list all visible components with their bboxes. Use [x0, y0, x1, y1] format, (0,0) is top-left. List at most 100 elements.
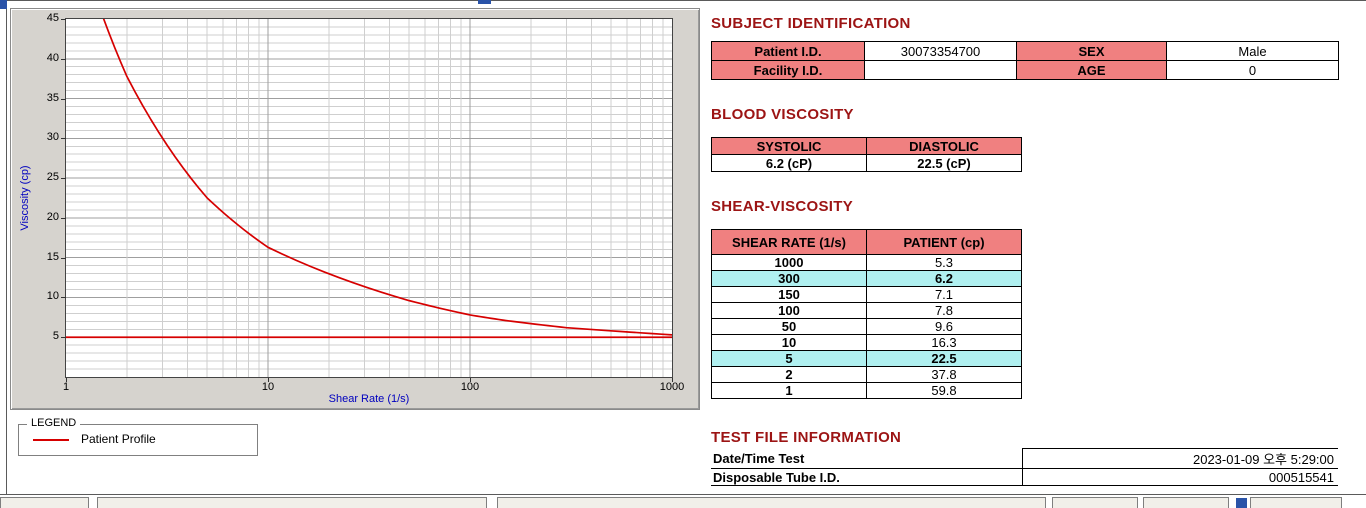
shear-table-row: 300 6.2: [711, 270, 1022, 287]
table-row: SYSTOLIC DIASTOLIC: [711, 137, 1022, 155]
facility-id-value: [864, 60, 1017, 80]
disposable-tube-id-label: Disposable Tube I.D.: [711, 468, 1022, 486]
patient-cp-cell: 5.3: [866, 254, 1022, 271]
taskbar-button-fragment[interactable]: [1143, 497, 1229, 508]
patient-cp-cell: 6.2: [866, 270, 1022, 287]
date-time-test-value: 2023-01-09 오후 5:29:00: [1021, 448, 1338, 469]
x-tick-mark: [66, 378, 67, 382]
patient-cp-cell: 59.8: [866, 382, 1022, 399]
window-top-border: [0, 0, 1366, 1]
table-header-row: SHEAR RATE (1/s) PATIENT (cp): [711, 229, 1022, 255]
y-tick-mark: [61, 19, 66, 20]
test-file-information-title: TEST FILE INFORMATION: [711, 429, 902, 446]
patient-cp-cell: 16.3: [866, 334, 1022, 351]
x-tick-mark: [268, 378, 269, 382]
facility-id-label: Facility I.D.: [711, 60, 865, 80]
test-file-information-table: Date/Time Test 2023-01-09 오후 5:29:00 Dis…: [711, 448, 1338, 486]
diastolic-value: 22.5 (cP): [866, 154, 1022, 172]
y-tick-mark: [61, 58, 66, 60]
titlebar-fragment: [0, 0, 7, 9]
viscosity-chart-panel: Viscosity (cp) Shear Rate (1/s) 5 10 15 20 2…: [10, 8, 700, 410]
taskbar-icon[interactable]: [1236, 498, 1247, 508]
shear-table-row: 10 16.3: [711, 334, 1022, 351]
shear-rate-cell: 10: [711, 334, 867, 351]
patient-cp-cell: 9.6: [866, 318, 1022, 335]
subject-identification-title: SUBJECT IDENTIFICATION: [711, 15, 911, 32]
patient-cp-cell: 7.8: [866, 302, 1022, 319]
window-bottom-border: [0, 494, 1366, 495]
y-tick-label: 45: [46, 12, 59, 24]
shear-rate-cell: 100: [711, 302, 867, 319]
taskbar-button-fragment[interactable]: [497, 497, 1046, 508]
shear-table-row: 100 7.8: [711, 302, 1022, 319]
y-tick-mark: [61, 297, 66, 299]
y-tick-label: 35: [46, 91, 59, 104]
patient-cp-cell: 37.8: [866, 366, 1022, 383]
x-tick-label: 1: [62, 381, 70, 393]
legend-series-label: Patient Profile: [81, 432, 156, 446]
subject-identification-table: Patient I.D. 30073354700 SEX Male Facili…: [711, 41, 1339, 80]
shear-rate-cell: 150: [711, 286, 867, 303]
sex-value: Male: [1166, 41, 1339, 61]
y-tick-label: 20: [46, 210, 59, 223]
x-tick-label: 100: [460, 381, 480, 393]
patient-cp-cell: 7.1: [866, 286, 1022, 303]
patient-cp-header: PATIENT (cp): [866, 229, 1022, 255]
taskbar-button-fragment[interactable]: [1052, 497, 1138, 508]
y-tick-label: 25: [46, 171, 59, 184]
shear-rate-cell: 1: [711, 382, 867, 399]
y-tick-mark: [61, 257, 66, 259]
titlebar-fragment: [478, 0, 491, 4]
shear-table-row: 150 7.1: [711, 286, 1022, 303]
shear-rate-cell: 1000: [711, 254, 867, 271]
table-row: Disposable Tube I.D. 000515541: [711, 468, 1338, 486]
table-row: Facility I.D. AGE 0: [711, 60, 1339, 80]
y-tick-mark: [61, 138, 66, 140]
y-tick-mark: [61, 178, 66, 180]
viscosity-curve-chart: [66, 19, 672, 377]
shear-viscosity-title: SHEAR-VISCOSITY: [711, 198, 854, 215]
shear-rate-cell: 2: [711, 366, 867, 383]
shear-viscosity-table: SHEAR RATE (1/s) PATIENT (cp) 1000 5.3 300…: [711, 229, 1022, 399]
shear-table-row: 1000 5.3: [711, 254, 1022, 271]
age-value: 0: [1166, 60, 1339, 80]
y-tick-label: 30: [46, 131, 59, 144]
shear-table-row: 5 22.5: [711, 350, 1022, 367]
age-label: AGE: [1016, 60, 1167, 80]
diastolic-header: DIASTOLIC: [866, 137, 1022, 155]
shear-rate-cell: 300: [711, 270, 867, 287]
patient-cp-cell: 22.5: [866, 350, 1022, 367]
shear-table-row: 1 59.8: [711, 382, 1022, 399]
shear-table-row: 50 9.6: [711, 318, 1022, 335]
table-row: 6.2 (cP) 22.5 (cP): [711, 154, 1022, 172]
chart-plot-area: [65, 18, 673, 378]
patient-id-value: 30073354700: [864, 41, 1017, 61]
y-tick-mark: [61, 217, 66, 219]
x-tick-label: 10: [261, 381, 275, 393]
y-tick-label: 10: [46, 290, 59, 303]
legend-caption: LEGEND: [27, 417, 81, 429]
table-row: Date/Time Test 2023-01-09 오후 5:29:00: [711, 448, 1338, 469]
systolic-value: 6.2 (cP): [711, 154, 867, 172]
x-tick-mark: [672, 378, 673, 382]
legend-line-sample: [33, 439, 69, 441]
taskbar-button-fragment[interactable]: [97, 497, 487, 508]
taskbar-button-fragment[interactable]: [0, 497, 89, 508]
disposable-tube-id-value: 000515541: [1021, 468, 1338, 486]
patient-id-label: Patient I.D.: [711, 41, 865, 61]
shear-rate-header: SHEAR RATE (1/s): [711, 229, 867, 255]
x-tick-mark: [470, 378, 471, 382]
date-time-test-label: Date/Time Test: [711, 448, 1022, 469]
shear-table-row: 2 37.8: [711, 366, 1022, 383]
taskbar-button-fragment[interactable]: [1250, 497, 1342, 508]
shear-rate-cell: 50: [711, 318, 867, 335]
legend: LEGEND Patient Profile: [18, 417, 258, 456]
y-tick-label: 5: [52, 330, 59, 343]
shear-rate-cell: 5: [711, 350, 867, 367]
blood-viscosity-table: SYSTOLIC DIASTOLIC 6.2 (cP) 22.5 (cP): [711, 137, 1022, 172]
y-tick-label: 40: [46, 51, 59, 64]
systolic-header: SYSTOLIC: [711, 137, 867, 155]
y-tick-label: 15: [46, 250, 59, 263]
blood-viscosity-title: BLOOD VISCOSITY: [711, 106, 854, 123]
